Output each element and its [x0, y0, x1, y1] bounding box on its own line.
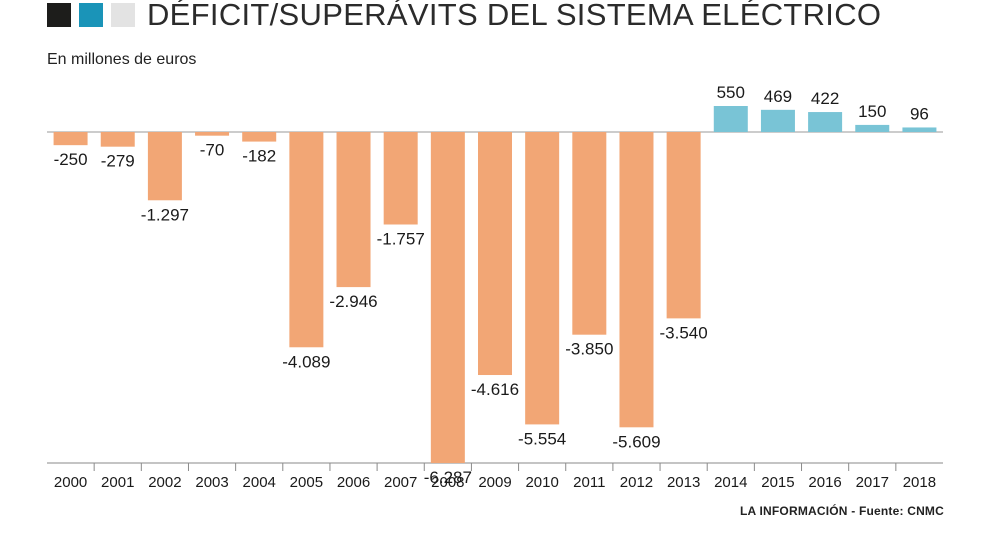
bar-2010: [525, 132, 560, 425]
value-label-2008: -6.287: [424, 468, 472, 487]
bar-2016: [808, 112, 843, 132]
value-label-2016: 422: [811, 89, 839, 108]
value-label-2005: -4.089: [282, 352, 330, 371]
x-tick-label-2013: 2013: [667, 474, 700, 491]
value-label-2011: -3.850: [565, 340, 613, 359]
value-label-2003: -70: [200, 141, 225, 160]
x-tick-label-2004: 2004: [243, 474, 276, 491]
chart-subtitle: En millones de euros: [47, 51, 197, 68]
value-label-2017: 150: [858, 102, 886, 121]
bar-2013: [666, 132, 701, 319]
x-tick-label-2010: 2010: [525, 474, 558, 491]
bar-2004: [242, 132, 277, 142]
bar-2000: [53, 132, 88, 146]
decor-square-light: [111, 3, 135, 27]
bar-2007: [383, 132, 418, 225]
x-tick-label-2002: 2002: [148, 474, 181, 491]
x-tick-label-2016: 2016: [808, 474, 841, 491]
value-label-2018: 96: [910, 104, 929, 123]
x-tick-label-2000: 2000: [54, 474, 87, 491]
x-tick-label-2001: 2001: [101, 474, 134, 491]
value-label-2006: -2.946: [329, 292, 377, 311]
bar-2018: [902, 127, 937, 132]
value-label-2009: -4.616: [471, 380, 519, 399]
x-tick-label-2012: 2012: [620, 474, 653, 491]
x-tick-label-2017: 2017: [856, 474, 889, 491]
bar-2011: [572, 132, 607, 335]
value-label-2015: 469: [764, 87, 792, 106]
value-label-2012: -5.609: [612, 432, 660, 451]
x-tick-label-2008: 2008: [431, 474, 464, 491]
x-tick-label-2006: 2006: [337, 474, 370, 491]
x-tick-label-2014: 2014: [714, 474, 747, 491]
bar-2001: [100, 132, 135, 147]
bar-2003: [195, 132, 230, 136]
x-tick-label-2018: 2018: [903, 474, 936, 491]
x-tick-label-2005: 2005: [290, 474, 323, 491]
bar-2014: [713, 106, 748, 132]
x-tick-label-2015: 2015: [761, 474, 794, 491]
bar-2006: [336, 132, 371, 288]
bar-2012: [619, 132, 654, 428]
decor-square-dark: [47, 3, 71, 27]
bar-2008: [430, 132, 465, 463]
value-label-2001: -279: [101, 152, 135, 171]
value-label-2004: -182: [242, 147, 276, 166]
bar-2017: [855, 124, 890, 132]
value-label-2010: -5.554: [518, 429, 566, 448]
bar-2015: [760, 109, 795, 132]
bar-2002: [147, 132, 182, 201]
value-label-2013: -3.540: [660, 323, 708, 342]
x-tick-label-2011: 2011: [573, 474, 605, 491]
value-label-2014: 550: [717, 83, 745, 102]
value-label-2000: -250: [54, 150, 88, 169]
decor-square-blue: [79, 3, 103, 27]
bar-2005: [289, 132, 324, 348]
chart-title: DÉFICIT/SUPERÁVITS DEL SISTEMA ELÉCTRICO: [147, 0, 882, 32]
x-tick-label-2009: 2009: [478, 474, 511, 491]
value-label-2002: -1.297: [141, 205, 189, 224]
value-label-2007: -1.757: [377, 230, 425, 249]
bar-2009: [478, 132, 512, 376]
source-credit: LA INFORMACIÓN - Fuente: CNMC: [740, 504, 944, 518]
x-tick-label-2007: 2007: [384, 474, 417, 491]
x-tick-label-2003: 2003: [195, 474, 228, 491]
